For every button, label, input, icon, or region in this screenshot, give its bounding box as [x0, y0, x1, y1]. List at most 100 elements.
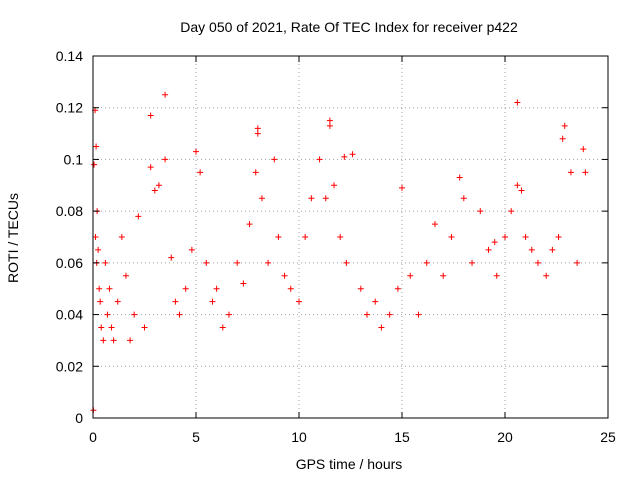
data-point: [469, 259, 476, 266]
data-point: [240, 280, 247, 287]
data-point: [493, 272, 500, 279]
data-point: [197, 169, 204, 176]
data-point: [326, 117, 333, 124]
data-point: [582, 169, 589, 176]
x-axis-label: GPS time / hours: [296, 456, 403, 472]
data-point: [456, 174, 463, 181]
data-point: [141, 324, 148, 331]
data-point: [559, 135, 566, 142]
data-point: [485, 246, 492, 253]
data-point: [378, 324, 385, 331]
data-point: [147, 164, 154, 171]
data-point: [182, 285, 189, 292]
data-point: [271, 156, 278, 163]
data-point: [555, 234, 562, 240]
data-point: [147, 112, 154, 119]
data-point: [168, 254, 175, 261]
data-point: [254, 130, 261, 137]
grid-lines: [93, 56, 608, 418]
data-point: [98, 324, 105, 331]
data-point: [349, 151, 356, 158]
data-point: [234, 259, 241, 266]
data-point: [213, 285, 220, 292]
y-tick-label: 0.02: [56, 358, 83, 374]
data-point: [440, 272, 447, 279]
data-point: [193, 148, 199, 155]
data-point: [549, 246, 556, 253]
data-point: [162, 156, 169, 163]
data-point: [225, 311, 232, 318]
data-point: [127, 337, 134, 344]
data-point: [326, 122, 333, 129]
x-tick-label: 5: [192, 429, 200, 445]
y-tick-label: 0.04: [56, 307, 83, 323]
data-point: [155, 182, 162, 189]
x-axis-ticks: 0 5 10 15 20 25: [89, 56, 616, 445]
data-point: [331, 182, 338, 189]
data-point: [296, 298, 302, 305]
data-point: [281, 272, 288, 279]
data-point: [209, 298, 216, 305]
data-point: [172, 298, 179, 305]
data-point: [580, 146, 587, 153]
data-point: [287, 285, 294, 292]
x-tick-label: 20: [497, 429, 513, 445]
plot-frame: [92, 55, 609, 419]
data-point: [302, 234, 309, 240]
data-point: [104, 311, 111, 318]
data-point: [528, 246, 535, 253]
y-axis-label: ROTI / TECUs: [5, 193, 21, 283]
data-point: [203, 259, 210, 266]
data-point: [399, 184, 405, 191]
data-point: [254, 125, 261, 132]
data-point: [460, 195, 467, 202]
data-point: [372, 298, 379, 305]
data-point: [514, 99, 521, 106]
data-point: [131, 311, 138, 318]
data-point: [275, 234, 282, 240]
data-point: [93, 143, 100, 150]
y-tick-label: 0.1: [64, 151, 84, 167]
data-point: [258, 195, 265, 202]
data-point: [162, 91, 169, 98]
data-point: [96, 285, 103, 292]
data-point: [100, 337, 107, 344]
data-point: [491, 239, 498, 246]
data-point: [108, 324, 115, 331]
data-point: [448, 234, 455, 240]
data-point: [316, 156, 323, 163]
data-point: [95, 246, 102, 253]
x-tick-label: 0: [89, 429, 97, 445]
data-point: [341, 153, 348, 160]
data-point: [522, 234, 529, 240]
data-point: [118, 234, 125, 240]
data-point: [265, 259, 272, 266]
data-point: [122, 272, 129, 279]
data-point: [337, 234, 344, 240]
y-tick-label: 0: [75, 410, 83, 426]
data-point: [106, 285, 113, 292]
data-point: [423, 259, 430, 266]
data-point: [407, 272, 414, 279]
data-point: [308, 195, 315, 202]
data-point: [363, 311, 370, 318]
data-point: [188, 246, 195, 253]
data-point: [110, 337, 117, 344]
data-point: [386, 311, 393, 318]
data-point: [477, 208, 484, 215]
data-points: [90, 91, 589, 414]
y-tick-label: 0.12: [56, 100, 83, 116]
data-point: [114, 298, 121, 305]
data-point: [91, 161, 98, 168]
y-tick-label: 0.08: [56, 203, 83, 219]
data-point: [252, 169, 259, 176]
data-point: [394, 285, 401, 292]
data-point: [561, 122, 568, 129]
chart-title: Day 050 of 2021, Rate Of TEC Index for r…: [180, 19, 518, 35]
data-point: [135, 213, 142, 220]
data-point: [97, 298, 104, 305]
data-point: [543, 272, 550, 279]
x-tick-label: 15: [394, 429, 410, 445]
data-point: [508, 208, 515, 215]
